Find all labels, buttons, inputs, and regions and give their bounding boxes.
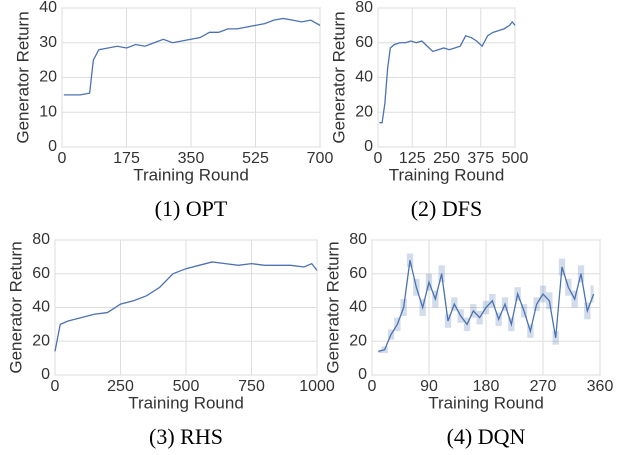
y-tick-label: 10 [39,103,57,120]
x-tick-label: 360 [587,378,614,395]
data-line [63,17,321,96]
x-tick-label: 500 [502,150,529,167]
y-axis-label: Generator Return [323,241,342,373]
x-tick-label: 0 [368,378,377,395]
panel: 0 20 40 60 80 0 90 180 270 360 Training Round Gener… [323,231,613,449]
y-tick-label: 20 [39,69,57,86]
y-tick-label: 20 [349,332,367,349]
x-tick-label: 500 [173,378,200,395]
y-axis-label: Generator Return [6,241,25,373]
y-tick-label: 80 [355,0,373,16]
y-tick-label: 40 [32,299,50,316]
x-tick-label: 250 [433,150,460,167]
x-tick-label: 125 [399,150,426,167]
y-tick-label: 40 [349,299,367,316]
x-axis-label: Training Round [133,165,249,184]
y-tick-label: 60 [32,265,50,282]
y-tick-label: 0 [364,138,373,155]
y-axis-label: Generator Return [13,11,32,143]
y-tick-label: 20 [32,332,50,349]
y-tick-label: 30 [39,34,57,51]
caption: (2) DFS [411,196,483,221]
y-tick-label: 80 [32,231,50,248]
y-tick-label: 0 [358,366,367,383]
x-tick-label: 350 [178,150,205,167]
y-tick-label: 60 [349,265,367,282]
error-band [590,285,594,303]
y-tick-label: 0 [48,138,57,155]
x-tick-label: 375 [467,150,494,167]
y-tick-label: 0 [41,366,50,383]
x-tick-label: 1000 [299,378,335,395]
x-tick-label: 0 [58,150,67,167]
x-tick-label: 175 [113,150,140,167]
x-tick-label: 180 [473,378,500,395]
y-tick-label: 40 [355,69,373,86]
panel: 0 10 20 30 40 0 175 350 525 700 Training Round Gene… [13,0,333,221]
y-tick-label: 80 [349,231,367,248]
y-tick-label: 60 [355,34,373,51]
y-tick-label: 40 [39,0,57,16]
x-axis-label: Training Round [428,393,544,412]
x-tick-label: 0 [374,150,383,167]
x-axis-label: Training Round [128,393,244,412]
data-line [378,260,595,353]
x-tick-label: 525 [242,150,269,167]
data-line [379,20,516,124]
y-axis-label: Generator Return [329,11,348,143]
x-tick-label: 250 [107,378,134,395]
x-axis-label: Training Round [389,165,505,184]
caption: (4) DQN [447,424,526,449]
x-tick-label: 270 [530,378,557,395]
x-tick-label: 0 [51,378,60,395]
x-tick-label: 750 [238,378,265,395]
caption: (1) OPT [155,196,228,221]
panel: 0 20 40 60 80 0 250 500 750 1000 Training Round Gen… [6,231,334,449]
y-tick-label: 20 [355,103,373,120]
data-line [54,261,318,352]
x-tick-label: 90 [420,378,438,395]
x-tick-label: 700 [307,150,334,167]
caption: (3) RHS [149,424,223,449]
